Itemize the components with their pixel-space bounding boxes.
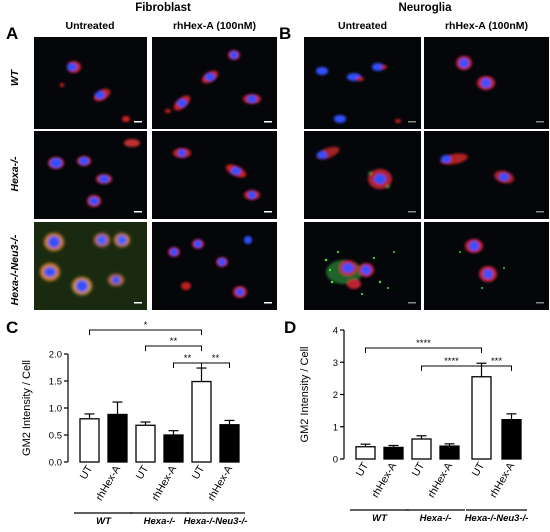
y-tick-label: 0.5 <box>49 431 62 442</box>
panel-letter-d: D <box>284 318 297 337</box>
row-label-wt: WT <box>9 69 21 87</box>
bar <box>163 434 184 463</box>
group-label: Hexa-/-Neu3-/- <box>184 516 248 527</box>
y-tick-label: 3 <box>333 358 338 369</box>
micrograph-fib-hexa-treated <box>152 131 277 219</box>
significance-bracket <box>481 365 512 371</box>
bar-label: rhHex-A <box>205 464 235 503</box>
bar <box>135 424 156 463</box>
bar <box>471 376 492 460</box>
neuroglia-title: Neuroglia <box>398 2 452 14</box>
bar-label: rhHex-A <box>369 461 399 500</box>
group-label: WT <box>372 513 388 524</box>
bar-label: UT <box>354 460 372 479</box>
micrograph-fib-hexa-neu3-treated <box>152 222 277 310</box>
significance-label: ** <box>184 353 192 364</box>
micrograph-fib-hexa-neu3-untreated <box>34 222 147 310</box>
bar-label: UT <box>78 463 96 482</box>
panel-letter-b: B <box>279 24 292 43</box>
fib-untreated-header: Untreated <box>65 20 115 32</box>
y-tick-label: 2 <box>333 390 338 401</box>
y-tick-label: 1.5 <box>49 377 62 388</box>
panel-letter-c: C <box>6 318 19 337</box>
y-axis-label: GM2 Intensity / Cell <box>299 347 311 443</box>
bar <box>219 424 240 463</box>
bar <box>383 446 404 460</box>
group-label: Hexa-/- <box>144 516 176 527</box>
significance-label: **** <box>444 356 459 367</box>
bar <box>439 445 460 460</box>
y-tick-label: 1 <box>333 422 338 433</box>
significance-label: ** <box>170 336 178 347</box>
bar-label: rhHex-A <box>149 464 179 503</box>
micrograph-fib-hexa-untreated <box>34 131 147 219</box>
bar-label: UT <box>190 463 208 482</box>
micrograph-neu-wt-untreated <box>304 37 421 129</box>
neu-untreated-header: Untreated <box>337 20 387 32</box>
neu-treated-header: rhHex-A (100nM) <box>444 20 529 32</box>
bar-label: rhHex-A <box>425 461 455 500</box>
bar <box>411 438 432 460</box>
micrograph-neu-hexa-neu3-treated <box>424 222 549 310</box>
bar <box>79 418 100 463</box>
significance-label: *** <box>491 356 502 367</box>
y-tick-label: 2.0 <box>49 350 62 361</box>
significance-bracket <box>365 347 482 353</box>
bar <box>501 419 522 460</box>
significance-label: **** <box>416 338 431 349</box>
micrograph-neu-hexa-neu3-untreated <box>304 222 421 310</box>
micrograph-neu-wt-treated <box>424 37 549 129</box>
micrograph-fib-wt-untreated <box>34 37 147 129</box>
bar <box>107 413 128 463</box>
panel-letter-a: A <box>6 24 19 43</box>
bar-label: UT <box>410 460 428 479</box>
y-tick-label: 0 <box>333 455 338 466</box>
y-tick-label: 1.0 <box>49 404 62 415</box>
group-label: Hexa-/- <box>420 513 452 524</box>
bar-label: UT <box>134 463 152 482</box>
bar <box>355 446 376 460</box>
significance-label: ** <box>212 353 220 364</box>
fibroblast-title: Fibroblast <box>135 2 191 14</box>
y-axis-label: GM2 Intensity / Cell <box>21 360 33 456</box>
row-label-hexa: Hexa-/- <box>9 156 21 192</box>
micrograph-neu-hexa-treated <box>424 131 549 219</box>
significance-bracket <box>89 329 202 335</box>
micrograph-neu-hexa-untreated <box>304 131 421 219</box>
group-label: Hexa-/-Neu3-/- <box>465 513 529 524</box>
bar-label: UT <box>470 460 488 479</box>
fib-treated-header: rhHex-A (100nM) <box>172 20 257 32</box>
significance-label: * <box>144 320 148 331</box>
bar <box>191 380 212 463</box>
y-tick-label: 0.0 <box>49 458 62 469</box>
significance-bracket <box>201 362 230 368</box>
group-label: WT <box>96 516 112 527</box>
micrograph-fib-wt-treated <box>152 37 277 129</box>
significance-bracket <box>145 345 202 351</box>
bar-label: rhHex-A <box>93 464 123 503</box>
y-tick-label: 4 <box>333 326 338 337</box>
row-label-hexa-neu3: Hexa-/-Neu3-/- <box>9 234 21 306</box>
bar-label: rhHex-A <box>487 461 517 500</box>
